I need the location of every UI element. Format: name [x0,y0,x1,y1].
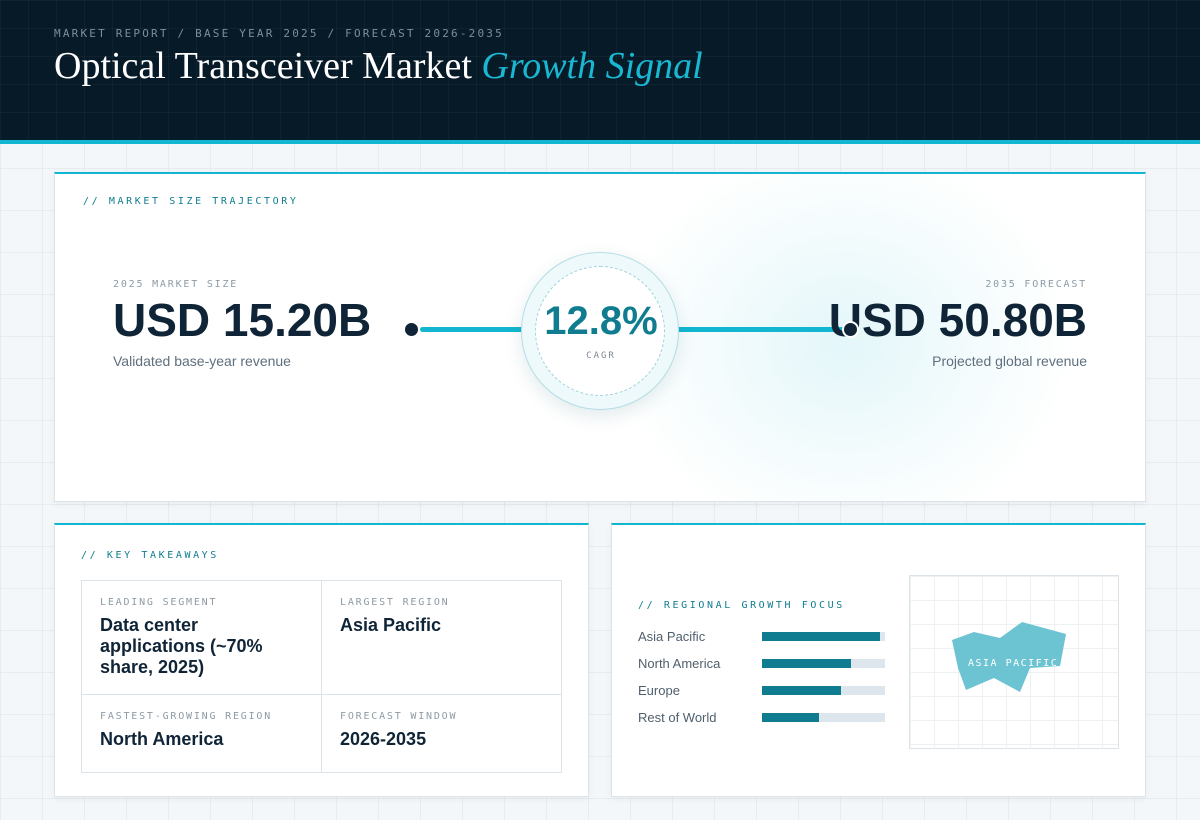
forecast-caption: Projected global revenue [932,353,1087,369]
title-accent: Growth Signal [481,45,703,87]
cagr-badge-inner: 12.8% CAGR [535,266,665,396]
takeaway-label: LEADING SEGMENT [100,597,218,608]
bar-label-north-america: North America [638,656,721,671]
bar-fill-asia-pacific [762,632,881,641]
takeaways-section-label: // KEY TAKEAWAYS [81,550,219,561]
page-title: Optical Transceiver Market Growth Signal [54,42,703,90]
map-region-label: ASIA PACIFIC [968,658,1058,669]
forecast-label: 2035 FORECAST [985,279,1087,290]
regional-growth-card: // REGIONAL GROWTH FOCUS Asia Pacific No… [611,523,1146,797]
base-year-label: 2025 MARKET SIZE [113,279,239,290]
base-year-dot [403,321,420,338]
takeaway-label: FASTEST-GROWING REGION [100,711,273,722]
bar-track-rest-of-world [762,713,885,722]
key-takeaways-card: // KEY TAKEAWAYS LEADING SEGMENT Data ce… [54,523,589,797]
grid-divider-horizontal [82,694,561,695]
base-year-value: USD 15.20B [113,294,372,346]
bar-fill-rest-of-world [762,713,819,722]
title-main: Optical Transceiver Market [54,45,472,87]
cagr-label: CAGR [586,351,616,361]
bar-track-asia-pacific [762,632,885,641]
asia-pacific-map-svg: ASIA PACIFIC [952,622,1066,692]
bar-label-asia-pacific: Asia Pacific [638,629,706,644]
market-size-trajectory-card: // MARKET SIZE TRAJECTORY 2025 MARKET SI… [54,172,1146,502]
cagr-value: 12.8% [544,299,658,343]
report-header: MARKET REPORT / BASE YEAR 2025 / FORECAS… [0,0,1200,144]
takeaway-value: Asia Pacific [340,615,442,635]
takeaway-forecast-window: FORECAST WINDOW 2026-2035 [322,695,561,772]
bar-fill-europe [762,686,841,695]
bar-label-europe: Europe [638,683,680,698]
report-eyebrow: MARKET REPORT / BASE YEAR 2025 / FORECAS… [54,27,504,40]
bar-track-europe [762,686,885,695]
forecast-value: USD 50.80B [828,294,1087,346]
takeaway-label: FORECAST WINDOW [340,711,458,722]
takeaway-value: Data center applications (~70% share, 20… [100,615,263,677]
takeaways-grid: LEADING SEGMENT Data center applications… [81,580,562,773]
forecast-glow [615,174,1075,501]
base-year-caption: Validated base-year revenue [113,353,291,369]
takeaway-label: LARGEST REGION [340,597,450,608]
trajectory-line-right [676,327,850,332]
asia-pacific-region-shape [952,622,1066,692]
takeaway-leading-segment: LEADING SEGMENT Data center applications… [82,581,321,694]
takeaway-fastest-growing-region: FASTEST-GROWING REGION North America [82,695,321,772]
takeaway-value: North America [100,729,224,749]
takeaway-largest-region: LARGEST REGION Asia Pacific [322,581,561,694]
bar-label-rest-of-world: Rest of World [638,710,717,725]
cagr-badge: 12.8% CAGR [521,252,679,410]
bar-fill-north-america [762,659,851,668]
regional-section-label: // REGIONAL GROWTH FOCUS [638,600,845,611]
grid-divider-vertical [321,581,322,772]
bar-track-north-america [762,659,885,668]
trajectory-line-left [420,327,524,332]
region-map: ASIA PACIFIC [909,575,1119,749]
trajectory-section-label: // MARKET SIZE TRAJECTORY [83,196,299,207]
forecast-dot [842,321,859,338]
takeaway-value: 2026-2035 [340,729,427,749]
